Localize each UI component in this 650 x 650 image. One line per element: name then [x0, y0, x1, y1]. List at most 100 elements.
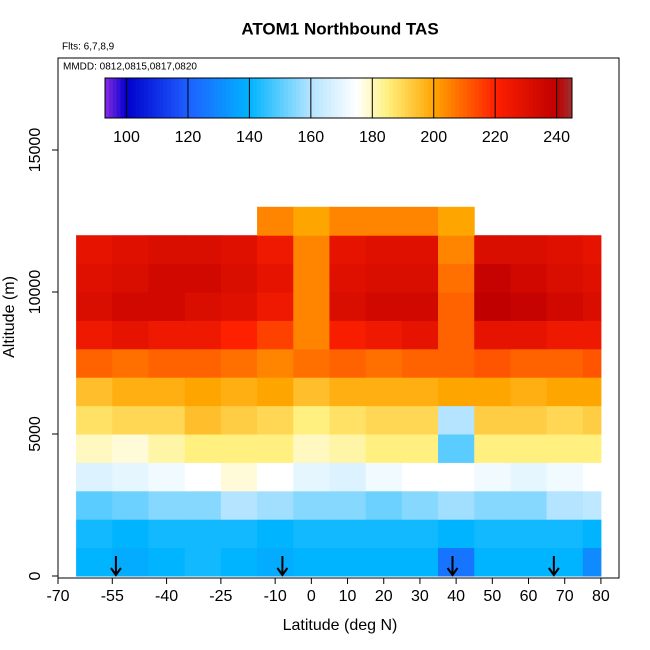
arrow	[110, 556, 122, 577]
heat-cell	[112, 519, 149, 549]
x-tick-label: 20	[375, 588, 393, 605]
colorbar-segment	[385, 78, 390, 118]
heat-cell	[329, 434, 367, 463]
y-axis-title: Altitude (m)	[1, 276, 18, 358]
heat-cell	[76, 348, 113, 378]
heat-cell	[474, 263, 511, 293]
colorbar-segment	[272, 78, 277, 118]
colorbar-segment	[346, 78, 351, 118]
heat-cell	[546, 490, 584, 520]
heat-cell	[112, 377, 149, 407]
colorbar-segment	[128, 78, 133, 118]
heat-cell	[220, 490, 258, 520]
heat-cell	[401, 320, 439, 350]
colorbar-segment	[206, 78, 211, 118]
colorbar-segment	[381, 78, 386, 118]
colorbar-segment	[412, 78, 417, 118]
colorbar-segment	[221, 78, 227, 118]
heat-cell	[257, 348, 294, 378]
heat-cell	[148, 235, 186, 265]
colorbar-segment	[459, 78, 464, 118]
heat-cell	[401, 490, 439, 520]
heat-cell	[293, 235, 330, 265]
heat-cell	[257, 292, 294, 321]
heat-cell	[76, 235, 113, 265]
heat-cell	[438, 434, 475, 463]
heat-cell	[510, 434, 548, 463]
heat-cell	[438, 547, 475, 577]
heat-cell	[582, 405, 602, 435]
heat-cell	[365, 434, 403, 463]
colorbar-segment	[112, 78, 118, 118]
heat-cell	[365, 462, 403, 492]
heat-cell	[148, 348, 186, 378]
heat-cell	[112, 235, 149, 265]
colorbar-tick-label: 240	[543, 129, 570, 146]
colorbar-segment	[544, 78, 550, 118]
colorbar-segment	[163, 78, 168, 118]
arrow	[276, 556, 289, 577]
heat-cell	[546, 519, 584, 549]
colorbar-segment	[140, 78, 145, 118]
heat-cell	[474, 235, 511, 265]
heat-cell	[293, 519, 330, 549]
heat-cell	[474, 434, 511, 463]
heat-cell	[510, 348, 548, 378]
colorbar-segment	[159, 78, 164, 118]
heat-cell	[184, 519, 222, 549]
heat-cell	[257, 519, 294, 549]
colorbar-segment	[311, 78, 316, 118]
colorbar-segment	[120, 78, 125, 118]
colorbar-tick-label: 220	[482, 129, 509, 146]
heat-cell	[474, 292, 511, 321]
colorbar-segment	[264, 78, 269, 118]
colorbar-segment	[513, 78, 519, 118]
colorbar-segment	[536, 78, 542, 118]
colorbar-segment	[404, 78, 410, 118]
colorbar-segment	[342, 78, 347, 118]
colorbar-segment	[560, 78, 565, 118]
heat-cell	[365, 490, 403, 520]
colorbar-segment	[486, 78, 491, 118]
heat-cell	[365, 348, 403, 378]
colorbar-segment	[338, 78, 343, 118]
colorbar-segment	[365, 78, 371, 118]
colorbar-segment	[505, 78, 511, 118]
heat-cell	[438, 462, 475, 492]
heat-cell	[329, 320, 367, 350]
heat-cell	[112, 292, 149, 321]
y-tick-label: 15000	[27, 128, 44, 173]
heat-cell	[365, 320, 403, 350]
colorbar-segment	[420, 78, 425, 118]
heat-cell	[365, 547, 403, 577]
heat-cell	[546, 462, 584, 492]
heat-cell	[148, 490, 186, 520]
heat-cell	[582, 235, 602, 265]
x-tick-label: 10	[339, 588, 357, 605]
y-tick-label: 5000	[27, 416, 44, 452]
colorbar-segment	[202, 78, 207, 118]
colorbar-segment	[568, 78, 573, 118]
colorbar-segment	[470, 78, 476, 118]
heat-cell	[329, 377, 367, 407]
heat-cell	[293, 547, 330, 577]
colorbar-segment	[350, 78, 355, 118]
heat-cell	[220, 547, 258, 577]
heat-cell	[76, 292, 113, 321]
heat-cell	[401, 519, 439, 549]
colorbar-segment	[525, 78, 530, 118]
colorbar-segment	[213, 78, 219, 118]
colorbar-segment	[354, 78, 359, 118]
heat-cell	[257, 462, 294, 492]
colorbar-segment	[151, 78, 157, 118]
colorbar-segment	[400, 78, 406, 118]
x-tick-label: -10	[264, 588, 287, 605]
heat-cell	[220, 292, 258, 321]
heat-cell	[257, 377, 294, 407]
heat-cell	[293, 206, 330, 236]
colorbar-segment	[556, 78, 561, 118]
heat-cell	[112, 320, 149, 350]
x-tick-label: 30	[411, 588, 429, 605]
heat-cell	[148, 519, 186, 549]
heat-cell	[329, 206, 367, 236]
